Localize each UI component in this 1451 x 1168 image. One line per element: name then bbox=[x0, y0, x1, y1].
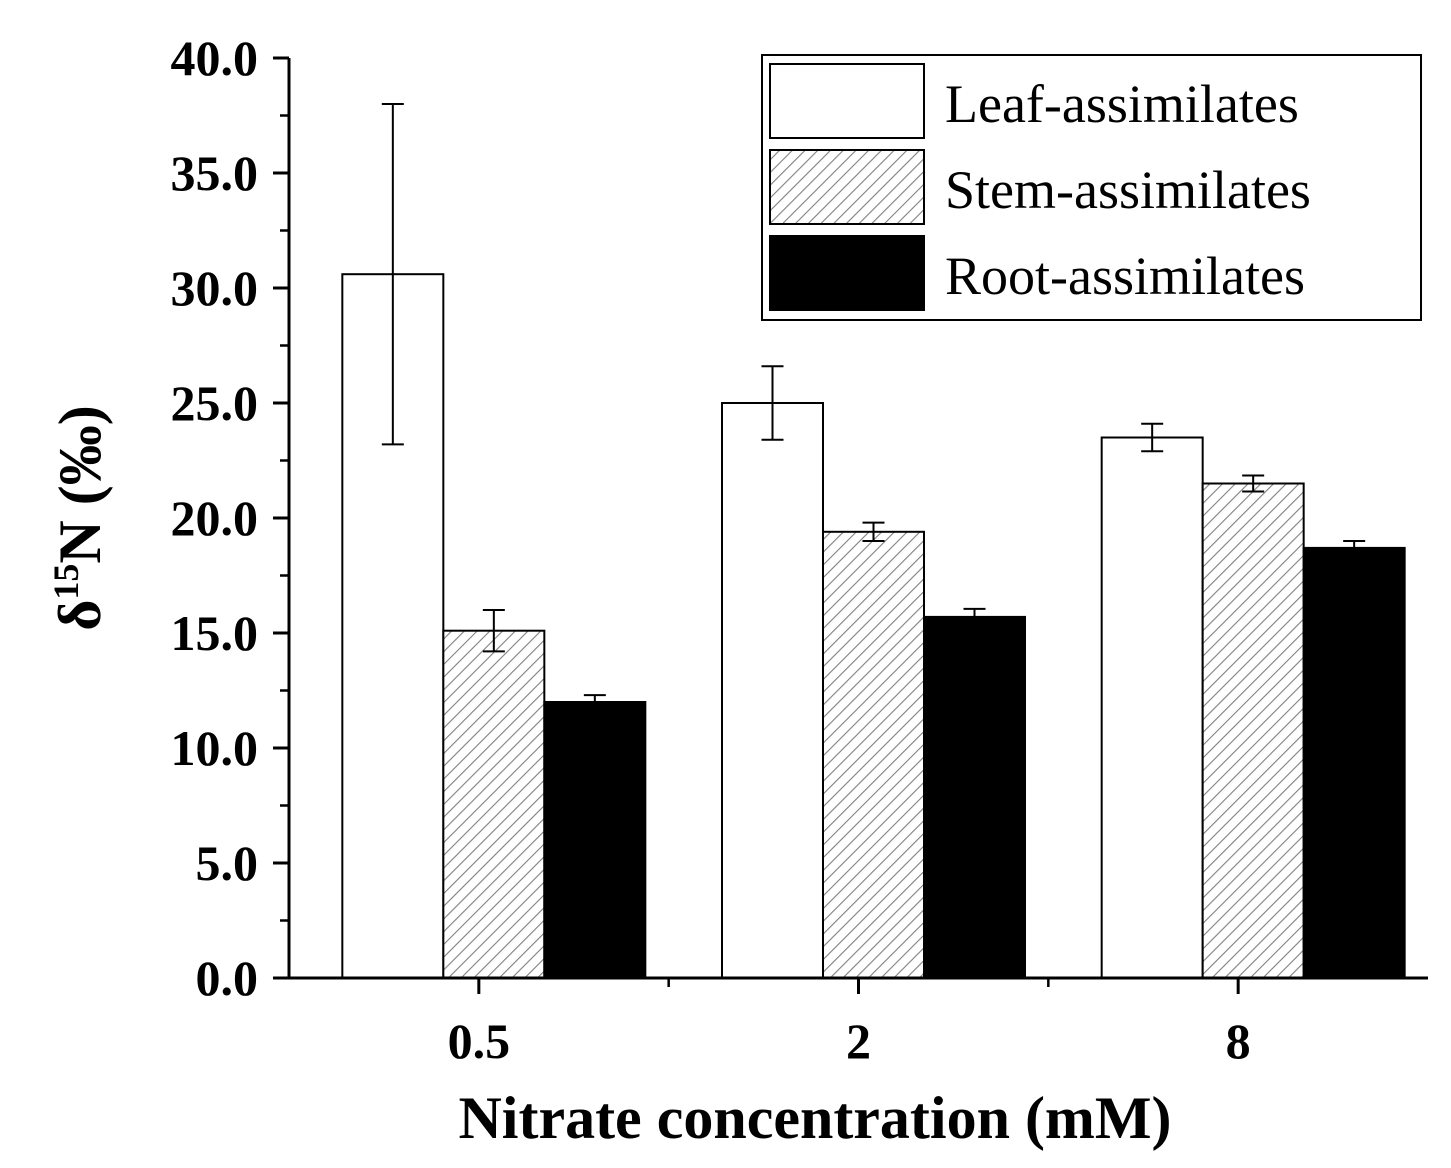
bar-stem-assimilates-2 bbox=[822, 530, 925, 979]
y-tick-label: 20.0 bbox=[171, 490, 259, 546]
y-axis-ticks: 0.0 5.0 10.0 15.0 20.0 25.0 30.0 35.0 40.0 bbox=[171, 30, 289, 1006]
y-axis-title-prefix: δ bbox=[47, 600, 113, 631]
bar-root-assimilates-0.5 bbox=[543, 701, 647, 979]
bar-root-assimilates-2 bbox=[923, 615, 1026, 980]
y-tick-label: 35.0 bbox=[171, 145, 259, 201]
x-tick-label: 2 bbox=[846, 1013, 871, 1069]
legend-swatch-stem-assimilates bbox=[769, 149, 925, 225]
x-axis-title: Nitrate concentration (mM) bbox=[458, 1085, 1171, 1151]
bar-root-assimilates-8 bbox=[1302, 546, 1406, 980]
y-tick-label: 10.0 bbox=[171, 720, 259, 776]
x-tick-label: 8 bbox=[1226, 1013, 1251, 1069]
plot-area bbox=[341, 273, 1406, 980]
y-tick-label: 15.0 bbox=[171, 605, 259, 661]
y-axis-title: δ15N (‰) bbox=[46, 405, 113, 630]
error-bars bbox=[381, 103, 1366, 710]
y-tick-label: 30.0 bbox=[171, 260, 259, 316]
legend-swatch-leaf-assimilates bbox=[769, 63, 925, 139]
y-axis-title-suffix: N (‰) bbox=[47, 405, 113, 563]
y-tick-label: 40.0 bbox=[171, 30, 259, 86]
legend-label: Leaf-assimilates bbox=[945, 74, 1299, 134]
legend-label: Root-assimilates bbox=[945, 246, 1305, 306]
legend: Leaf-assimilates Stem-assimilates Root-ass… bbox=[761, 54, 1422, 321]
bar-stem-assimilates-8 bbox=[1201, 482, 1305, 979]
x-axis-ticks: 0.5 2 8 bbox=[448, 978, 1251, 1069]
bar-stem-assimilates-0.5 bbox=[442, 629, 546, 979]
y-tick-label: 0.0 bbox=[196, 950, 259, 1006]
y-axis-title-superscript: 15 bbox=[46, 564, 86, 600]
legend-label: Stem-assimilates bbox=[945, 160, 1311, 220]
bar-leaf-assimilates-2 bbox=[721, 402, 824, 979]
x-tick-label: 0.5 bbox=[448, 1013, 511, 1069]
y-tick-label: 5.0 bbox=[196, 835, 259, 891]
bar-leaf-assimilates-8 bbox=[1100, 436, 1204, 979]
legend-swatch-root-assimilates bbox=[769, 235, 925, 311]
y-tick-label: 25.0 bbox=[171, 375, 259, 431]
